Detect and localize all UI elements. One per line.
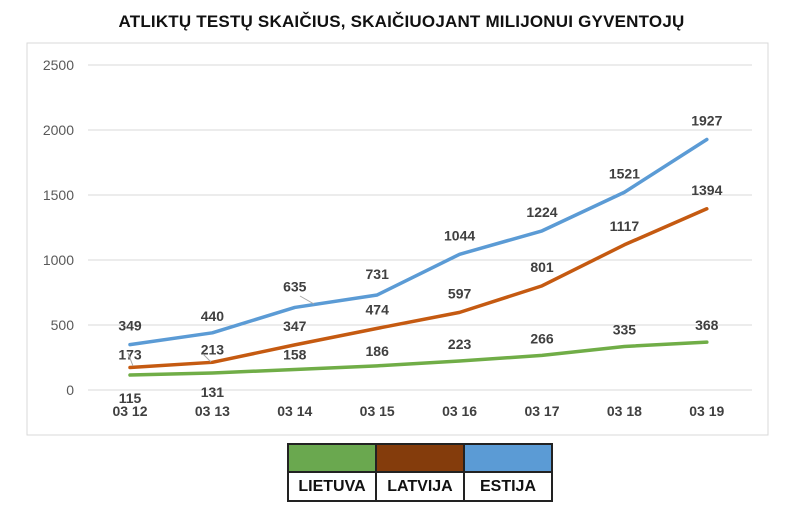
x-axis-ticks: 03 12 03 13 03 14 03 15 03 16 03 17 03 18 03 19 xyxy=(112,403,724,419)
data-label-latvija: 1394 xyxy=(691,182,722,198)
legend: LIETUVA LATVIJA ESTIJA xyxy=(287,443,553,502)
x-tick-label: 03 17 xyxy=(524,403,559,419)
data-label-lietuva: 223 xyxy=(448,336,472,352)
data-label-latvija: 173 xyxy=(118,347,142,363)
x-tick-label: 03 18 xyxy=(607,403,642,419)
data-label-estija: 1927 xyxy=(691,112,722,128)
legend-swatch-estija xyxy=(463,443,553,473)
data-label-latvija: 347 xyxy=(283,318,307,334)
data-label-estija: 349 xyxy=(118,318,142,334)
data-label-estija: 731 xyxy=(366,266,390,282)
data-label-lietuva: 368 xyxy=(695,317,719,333)
series-line-latvija xyxy=(128,207,709,370)
leader-line xyxy=(127,352,134,367)
data-label-latvija: 801 xyxy=(530,259,554,275)
leader-line xyxy=(299,295,315,305)
x-tick-label: 03 16 xyxy=(442,403,477,419)
y-tick-label: 500 xyxy=(51,317,75,333)
y-tick-label: 1000 xyxy=(43,252,74,268)
data-label-estija: 635 xyxy=(283,278,307,294)
data-label-estija: 1521 xyxy=(609,165,640,181)
gridlines xyxy=(88,64,752,391)
data-label-lietuva: 266 xyxy=(530,330,554,346)
y-tick-label: 2000 xyxy=(43,122,74,138)
leader-line xyxy=(202,353,212,363)
x-tick-label: 03 13 xyxy=(195,403,230,419)
data-label-latvija: 213 xyxy=(201,341,225,357)
data-label-latvija: 597 xyxy=(448,285,472,301)
data-label-latvija: 1117 xyxy=(610,218,640,234)
x-tick-label: 03 15 xyxy=(360,403,395,419)
y-tick-label: 2500 xyxy=(43,57,74,73)
legend-label-lietuva: LIETUVA xyxy=(287,471,377,502)
legend-label-latvija: LATVIJA xyxy=(375,471,465,502)
data-labels: 115 131 158 186 223 266 335 368 173 213 347 474 597 8… xyxy=(118,112,722,406)
data-label-lietuva: 186 xyxy=(366,343,390,359)
legend-swatch-latvija xyxy=(375,443,465,473)
series-line-estija xyxy=(128,137,709,347)
x-tick-label: 03 12 xyxy=(112,403,147,419)
y-tick-label: 0 xyxy=(66,382,74,398)
data-label-lietuva: 335 xyxy=(613,321,637,337)
chart-title: ATLIKTŲ TESTŲ SKAIČIUS, SKAIČIUOJANT MIL… xyxy=(118,12,685,31)
x-tick-label: 03 14 xyxy=(277,403,312,419)
data-label-estija: 1044 xyxy=(444,227,475,243)
plot-border xyxy=(26,42,769,436)
data-label-lietuva: 131 xyxy=(201,384,225,400)
legend-label-estija: ESTIJA xyxy=(463,471,553,502)
data-label-latvija: 474 xyxy=(366,301,390,317)
data-label-estija: 440 xyxy=(201,308,225,324)
data-label-lietuva: 158 xyxy=(283,346,307,362)
y-axis-ticks: 0 500 1000 1500 2000 2500 xyxy=(43,57,74,398)
y-tick-label: 1500 xyxy=(43,187,74,203)
legend-swatch-lietuva xyxy=(287,443,377,473)
series-line-lietuva xyxy=(128,340,709,377)
series-lines xyxy=(128,137,709,377)
data-label-lietuva: 115 xyxy=(119,390,142,406)
x-tick-label: 03 19 xyxy=(689,403,724,419)
data-label-estija: 1224 xyxy=(526,204,557,220)
